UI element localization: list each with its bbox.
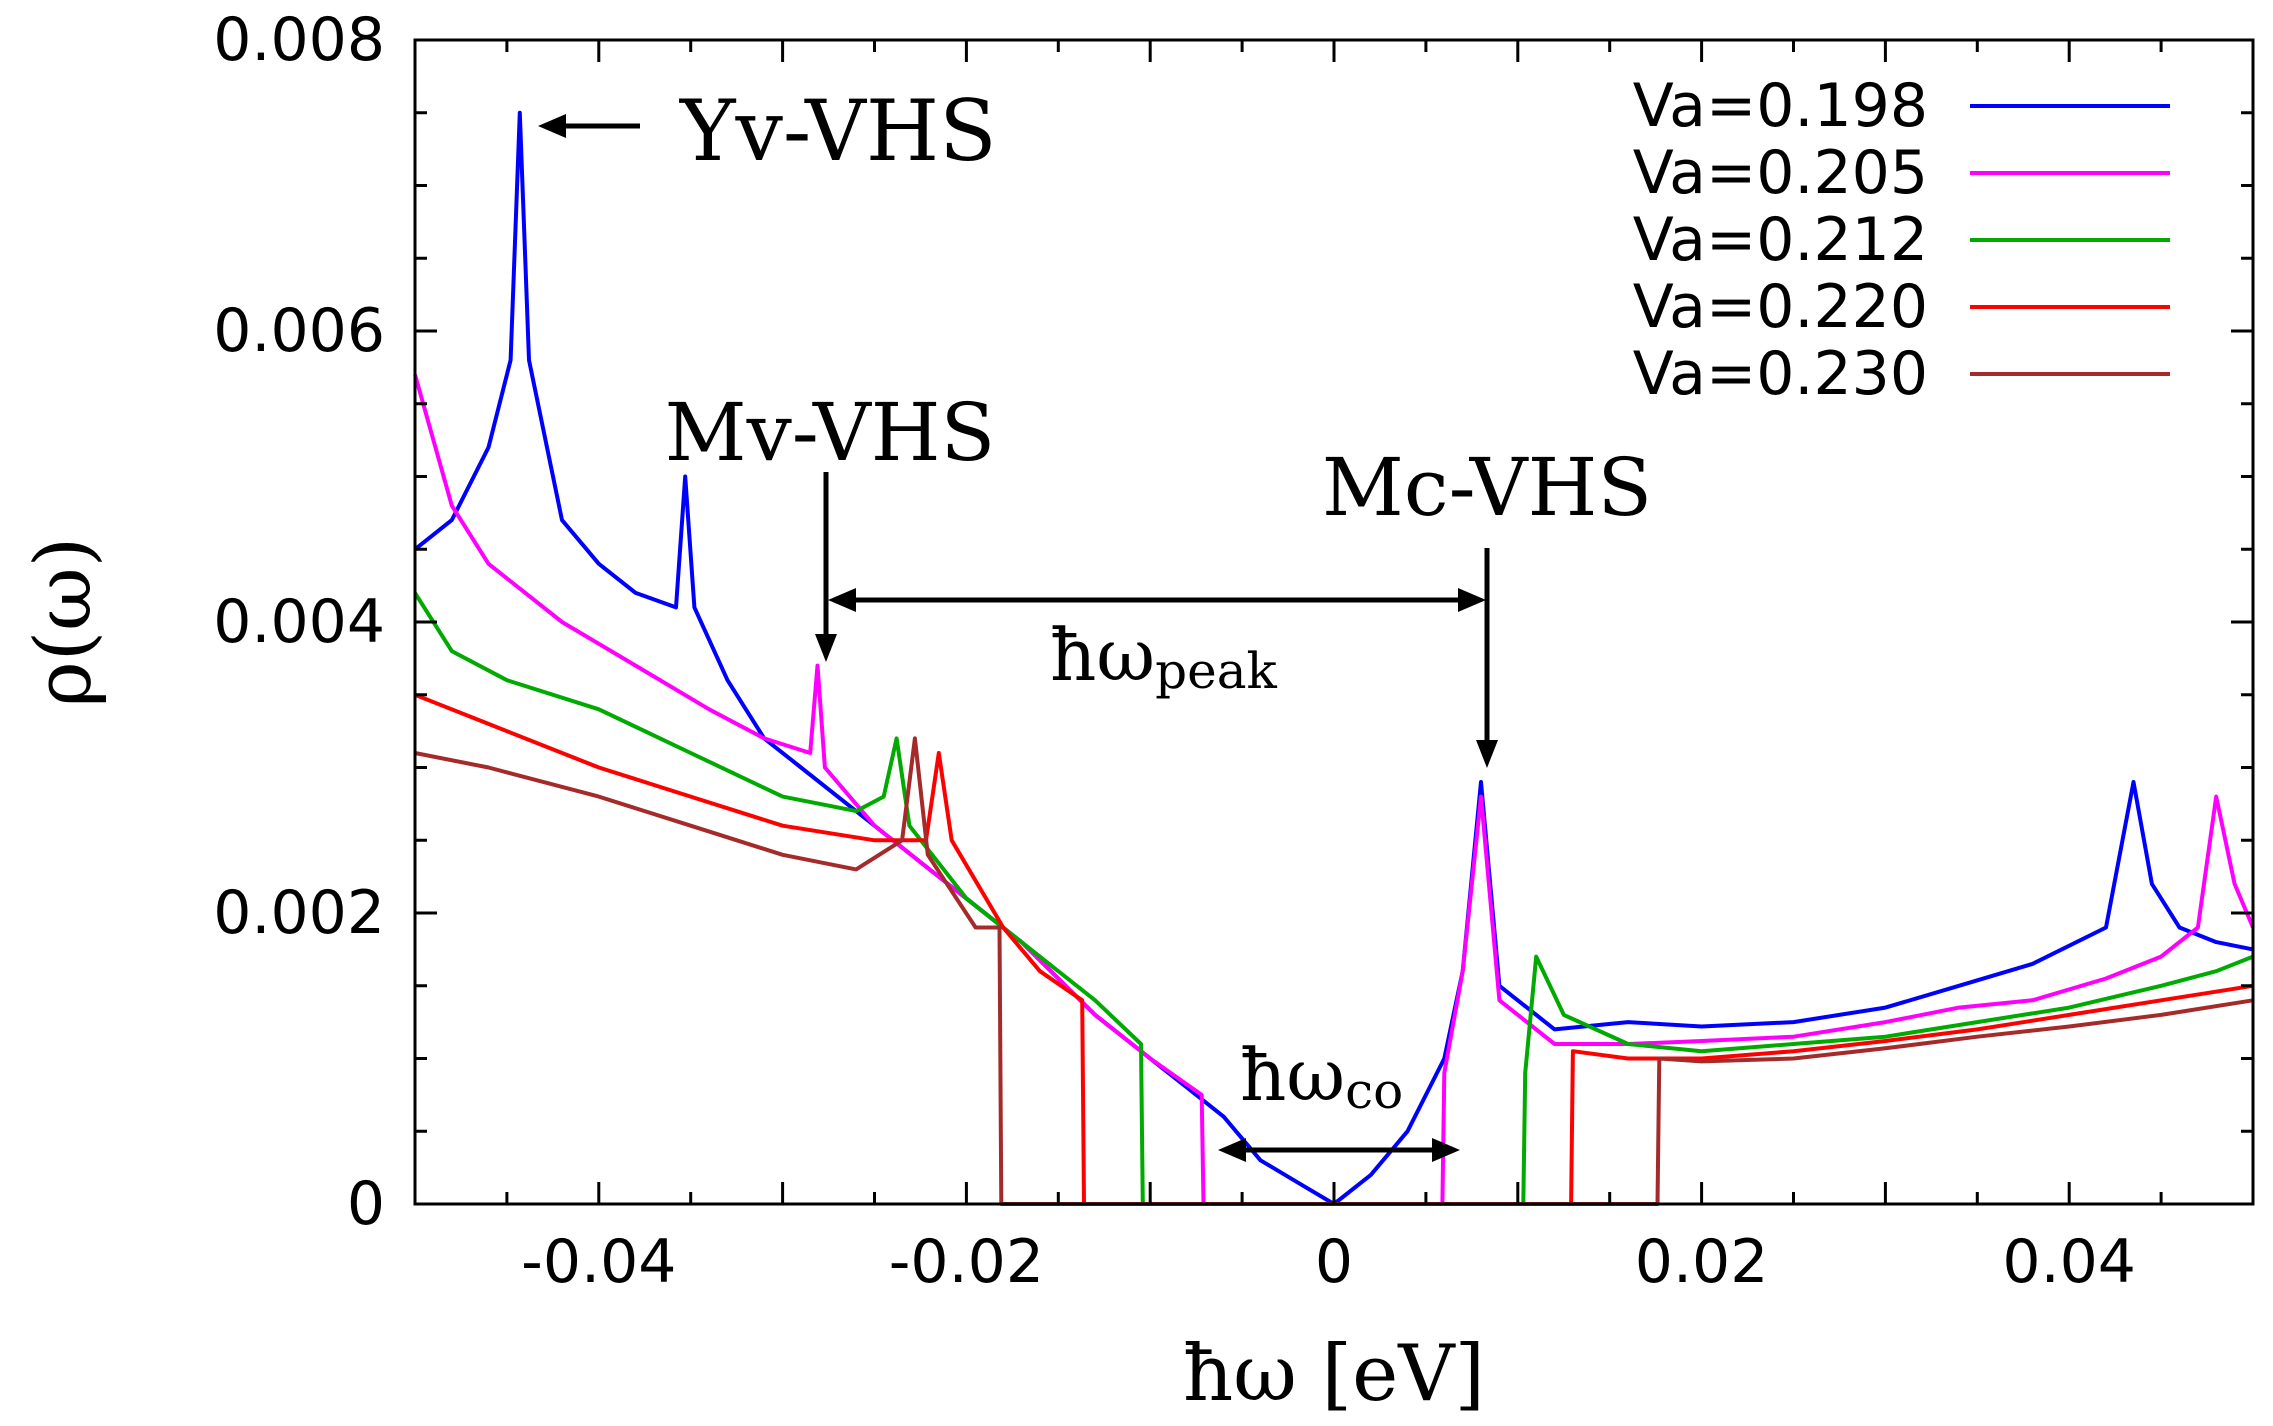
- series-line-1: [413, 110, 2254, 1206]
- x-tick-label: 0.02: [1635, 1227, 1769, 1297]
- series-line-3: [413, 591, 2254, 1206]
- series-line-4: [414, 692, 2254, 1206]
- legend-label: Va=0.212: [1633, 205, 1928, 275]
- y-tick-label: 0.004: [213, 587, 385, 657]
- co-arrowhead-left: [1218, 1138, 1246, 1162]
- series-layer: [413, 110, 2255, 1206]
- annotation-mv-vhs: Mv-VHS: [665, 386, 996, 479]
- x-tick-label: -0.04: [521, 1227, 676, 1297]
- annotation-mc-vhs: Mc-VHS: [1322, 441, 1652, 534]
- annotation-yv-vhs: Yv-VHS: [679, 82, 997, 180]
- y-tick-label: 0.006: [213, 296, 385, 366]
- co-arrowhead-right: [1432, 1138, 1460, 1162]
- x-tick-label: 0.04: [2002, 1227, 2136, 1297]
- peak-arrowhead-right: [1458, 588, 1486, 612]
- legend-label: Va=0.220: [1633, 272, 1928, 342]
- x-tick-label: -0.02: [889, 1227, 1044, 1297]
- y-axis-title: ρ(ω): [19, 537, 109, 707]
- series-line-5: [414, 736, 2254, 1206]
- ticks-layer: [413, 38, 2255, 1206]
- x-tick-label: 0: [1315, 1227, 1353, 1297]
- tick-labels: -0.04 -0.02 0 0.02 0.04 0 0.002 0.004 0.006 0.008: [213, 5, 2136, 1297]
- y-tick-label: 0.008: [213, 5, 385, 75]
- annotations: Yv-VHS Mv-VHS Mc-VHS ħωpeak ħωco: [538, 82, 1652, 1162]
- legend-label: Va=0.230: [1633, 339, 1928, 409]
- yv-arrowhead: [538, 114, 566, 138]
- annotation-hw-co: ħωco: [1240, 1033, 1403, 1120]
- peak-arrowhead-left: [828, 588, 856, 612]
- y-tick-label: 0: [347, 1169, 385, 1239]
- y-tick-label: 0.002: [213, 878, 385, 948]
- mv-arrowhead: [815, 634, 837, 662]
- annotation-hw-peak: ħωpeak: [1050, 613, 1278, 700]
- legend-label: Va=0.205: [1633, 138, 1928, 208]
- mc-arrowhead: [1476, 740, 1498, 768]
- legend-label: Va=0.198: [1633, 71, 1928, 141]
- x-axis-title: ħω [eV]: [1183, 1329, 1485, 1419]
